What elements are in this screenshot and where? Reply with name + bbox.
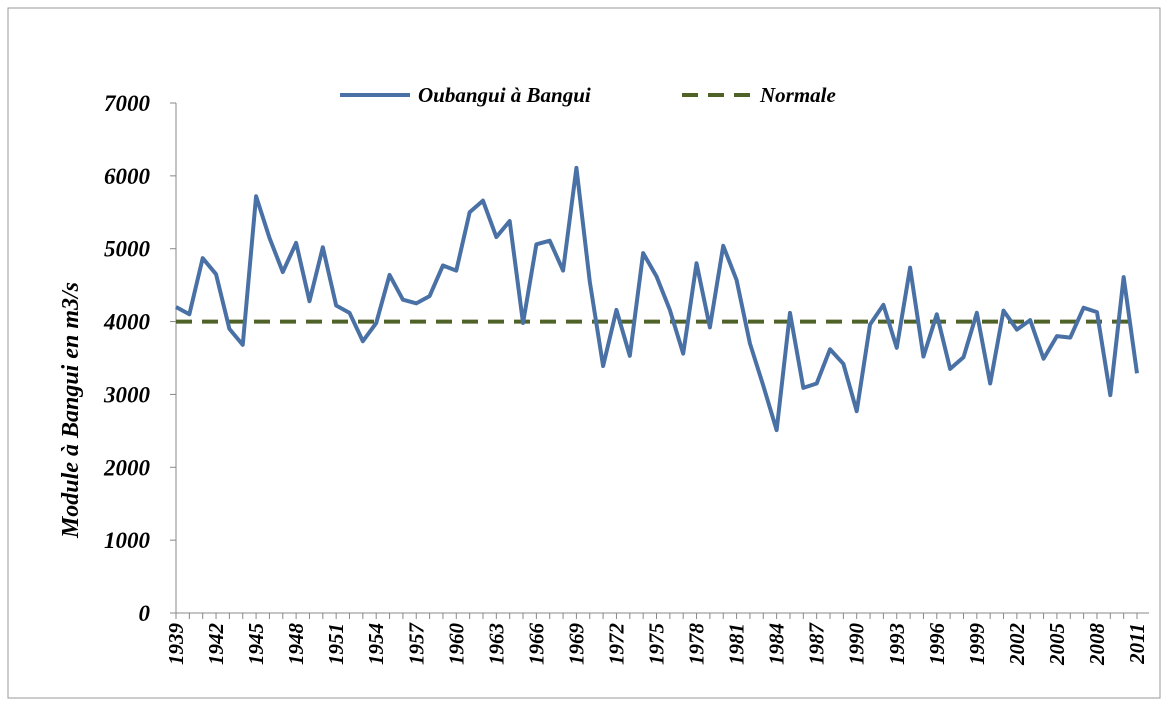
x-tick-label: 2002 xyxy=(1005,623,1029,667)
x-tick-label: 1981 xyxy=(725,623,749,665)
x-tick-label: 1972 xyxy=(604,623,628,666)
y-tick-label: 6000 xyxy=(104,164,151,189)
chart-frame xyxy=(7,7,1161,699)
x-tick-label: 2005 xyxy=(1045,623,1069,666)
x-tick-label: 1939 xyxy=(164,623,188,666)
x-tick-label: 1987 xyxy=(805,622,829,666)
x-tick-label: 1948 xyxy=(284,623,308,666)
x-tick-label: 1954 xyxy=(364,623,388,665)
y-tick-label: 2000 xyxy=(103,455,151,480)
x-tick-label: 1990 xyxy=(845,623,869,666)
x-tick-label: 1966 xyxy=(524,623,548,666)
legend-label: Normale xyxy=(759,83,836,107)
x-tick-label: 1942 xyxy=(204,623,228,666)
y-tick-label: 0 xyxy=(139,601,151,626)
line-series xyxy=(175,165,1139,433)
x-tick-label: 1978 xyxy=(685,623,709,666)
x-tick-label: 1996 xyxy=(925,623,949,666)
x-tick-label: 1960 xyxy=(444,623,468,666)
x-tick-label: 2008 xyxy=(1085,623,1109,667)
x-tick-label: 1963 xyxy=(484,623,508,665)
x-tick-label: 1984 xyxy=(765,623,789,665)
x-tick-label: 1969 xyxy=(564,623,588,666)
x-tick-label: 1999 xyxy=(965,623,989,666)
y-axis-label: Module à Bangui en m3/s xyxy=(58,282,84,539)
y-tick-label: 1000 xyxy=(104,528,151,553)
x-tick-label: 2011 xyxy=(1125,623,1149,665)
x-tick-label: 1975 xyxy=(645,623,669,665)
x-tick-label: 1993 xyxy=(885,623,909,665)
y-tick-label: 5000 xyxy=(104,237,151,262)
x-tick-label: 1957 xyxy=(404,622,428,666)
y-tick-label: 7000 xyxy=(104,91,151,116)
y-tick-label: 3000 xyxy=(103,382,151,407)
x-tick-label: 1945 xyxy=(244,623,268,665)
y-tick-label: 4000 xyxy=(103,310,151,335)
x-tick-label: 1951 xyxy=(324,623,348,665)
legend-label: Oubangui à Bangui xyxy=(418,83,591,107)
